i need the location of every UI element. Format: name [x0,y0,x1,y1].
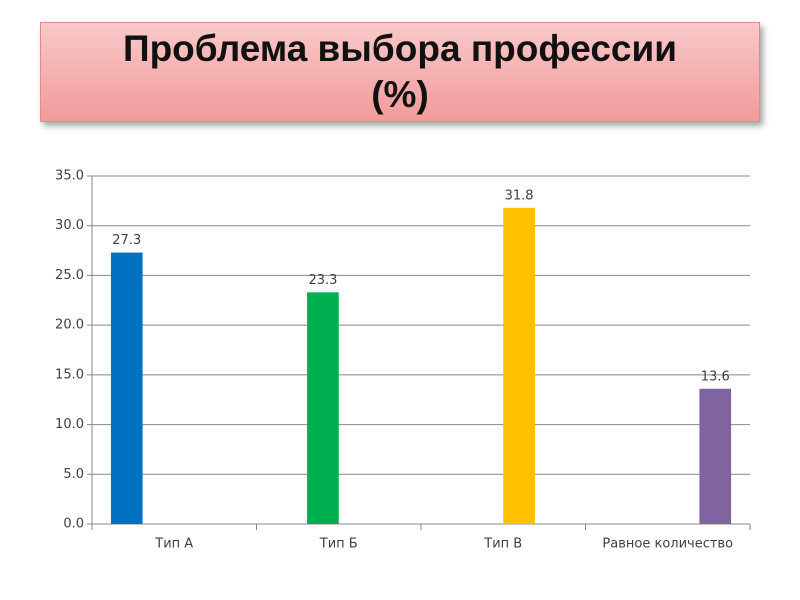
bar [307,292,339,524]
y-tick-label: 10.0 [55,417,84,432]
data-label: 23.3 [308,273,337,288]
data-label: 27.3 [112,233,141,248]
y-tick-label: 25.0 [55,268,84,283]
data-label: 31.8 [505,188,534,203]
bar [503,207,535,524]
x-tick-label: Тип Б [319,537,358,552]
chart-title: Проблема выбора профессии (%) [122,28,677,115]
y-tick-label: 15.0 [55,367,84,382]
title-box: Проблема выбора профессии (%) [40,22,760,122]
data-label: 13.6 [701,369,730,384]
x-tick-label: Тип А [154,537,193,552]
bar [110,252,143,524]
y-tick-label: 20.0 [55,318,84,333]
bar [699,388,732,524]
y-tick-label: 30.0 [55,218,84,233]
x-tick-label: Тип В [483,537,522,552]
x-tick-label: Равное количество [602,537,733,552]
y-tick-label: 0.0 [63,517,84,532]
y-tick-label: 35.0 [55,169,84,184]
y-tick-label: 5.0 [63,467,84,482]
